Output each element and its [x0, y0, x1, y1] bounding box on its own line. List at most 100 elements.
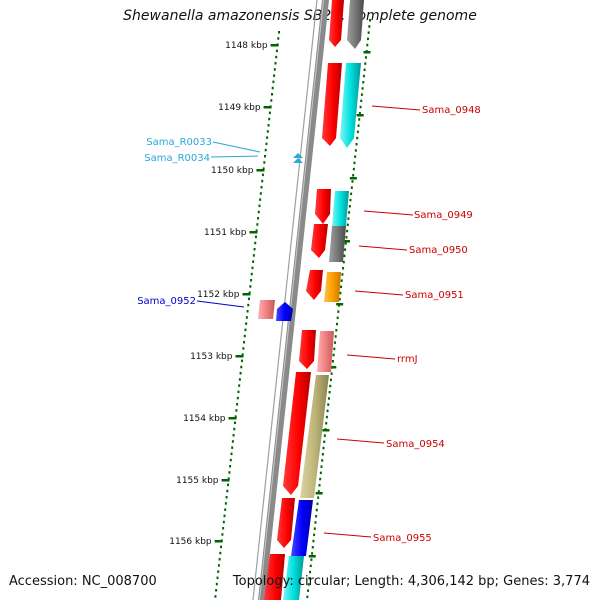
outer-track-dot — [327, 403, 330, 406]
inner-track-dot — [227, 477, 230, 480]
kbp-label: 1152 kbp — [197, 290, 240, 300]
outer-track-dot — [318, 484, 321, 487]
outer-track-dot — [306, 595, 309, 599]
outer-track-dot — [366, 43, 369, 47]
inner-track-dot — [270, 99, 273, 102]
inner-track-dot — [241, 353, 244, 356]
inner-track-dot — [273, 74, 276, 77]
outer-track-dot — [361, 87, 364, 90]
sama-r0034-label[interactable]: Sama_R0034 — [144, 153, 210, 164]
inner-track-dot — [266, 136, 269, 139]
gene-cyan-0948[interactable] — [340, 63, 361, 148]
outer-track-dot — [345, 236, 348, 239]
gene-blue-0955[interactable] — [291, 500, 313, 556]
outer-major-tick — [342, 240, 350, 243]
gene-red-bottom[interactable] — [264, 554, 285, 600]
outer-track-dot — [319, 471, 322, 475]
outer-track-dot — [308, 577, 311, 580]
inner-track-dot — [259, 198, 262, 201]
inner-track-dot — [240, 359, 243, 363]
outer-track-dot — [325, 415, 328, 419]
outer-track-dot — [358, 112, 361, 115]
sama-r0033-label[interactable]: Sama_R0033 — [146, 137, 212, 148]
accession-text: Accession: NC_008700 — [9, 574, 157, 589]
outer-track-dot — [336, 316, 339, 320]
sama-0954-label[interactable]: Sama_0954 — [386, 439, 445, 450]
inner-track-dot — [247, 303, 250, 307]
outer-track-dot — [346, 223, 349, 227]
gene-red-0955[interactable] — [277, 498, 295, 548]
inner-track-dot — [277, 37, 280, 40]
outer-track-dot — [346, 229, 349, 233]
sama-0950-label[interactable]: Sama_0950 — [409, 245, 468, 256]
gene-pink-0952[interactable] — [258, 300, 275, 319]
kbp-major-tick — [270, 44, 279, 47]
sama-0952-label[interactable]: Sama_0952 — [137, 296, 196, 307]
outer-track-dot — [315, 515, 318, 518]
inner-track-dot — [229, 458, 232, 462]
inner-track-dot — [233, 427, 236, 431]
outer-track-dot — [310, 558, 313, 561]
rrmj-label[interactable]: rrmJ — [397, 354, 418, 365]
sama-0949-label[interactable]: Sama_0949 — [414, 210, 473, 221]
gene-red-0954[interactable] — [283, 372, 311, 495]
kbp-scale: 1148 kbp 1149 kbp 1150 kbp 1151 kbp 1152 kbp… — [169, 41, 279, 547]
gene-cyan-bottom[interactable] — [283, 556, 304, 600]
kbp-major-tick — [242, 293, 251, 296]
inner-track-dot — [225, 496, 228, 499]
outer-track-dot — [307, 589, 310, 592]
outer-track-dot — [329, 378, 332, 382]
outer-track-dot — [323, 440, 326, 444]
outer-major-tick — [322, 429, 330, 432]
gene-orange-0951[interactable] — [324, 272, 341, 302]
outer-major-tick — [349, 177, 357, 180]
outer-track-dot — [359, 105, 362, 109]
sama-0955-label[interactable]: Sama_0955 — [373, 533, 432, 544]
sama-0948-label[interactable]: Sama_0948 — [422, 105, 481, 116]
inner-tick-track — [214, 31, 280, 598]
inner-track-dot — [229, 465, 232, 468]
gene-cyan-0949[interactable] — [332, 191, 349, 226]
gene-red-0949[interactable] — [315, 189, 331, 224]
outer-track-dot — [358, 118, 361, 121]
inner-track-dot — [273, 68, 276, 71]
sama-r0034-marker[interactable] — [293, 158, 303, 163]
outer-track-dot — [316, 502, 319, 506]
kbp-major-tick — [228, 417, 237, 420]
gene-red-rrmj[interactable] — [299, 330, 316, 369]
gene-grey-0950[interactable] — [329, 226, 346, 262]
gene-olive-0954[interactable] — [300, 375, 329, 498]
inner-track-dot — [254, 235, 257, 239]
outer-track-dot — [341, 273, 344, 276]
inner-track-dot — [214, 595, 217, 598]
inner-track-dot — [237, 390, 240, 394]
inner-track-dot — [222, 520, 225, 524]
sama-0951-label[interactable]: Sama_0951 — [405, 290, 464, 301]
inner-track-dot — [217, 570, 220, 573]
inner-track-dot — [236, 396, 239, 400]
inner-track-dot — [271, 93, 274, 96]
outer-track-dot — [367, 31, 370, 34]
gene-red-0951[interactable] — [306, 270, 323, 300]
outer-track-dot — [364, 62, 367, 65]
outer-track-dot — [317, 496, 320, 499]
kbp-major-tick — [256, 169, 265, 172]
gene-red-0947[interactable] — [329, 0, 344, 47]
gene-blue-0952[interactable] — [276, 302, 293, 321]
outer-track-dot — [348, 211, 351, 214]
outer-track-dot — [312, 539, 315, 543]
gene-grey-0947[interactable] — [347, 0, 364, 49]
gene-pink-rrmj[interactable] — [317, 331, 334, 372]
outer-track-dot — [321, 459, 324, 462]
inner-track-dot — [261, 173, 264, 177]
outer-track-dot — [344, 248, 347, 251]
sama-r0033-marker[interactable] — [293, 153, 303, 158]
gene-red-0948[interactable] — [322, 63, 342, 146]
gene-red-0950[interactable] — [311, 224, 328, 258]
inner-track-dot — [215, 589, 218, 592]
outer-track-dot — [352, 174, 355, 177]
inner-track-dot — [230, 452, 233, 456]
kbp-major-tick — [249, 231, 258, 234]
